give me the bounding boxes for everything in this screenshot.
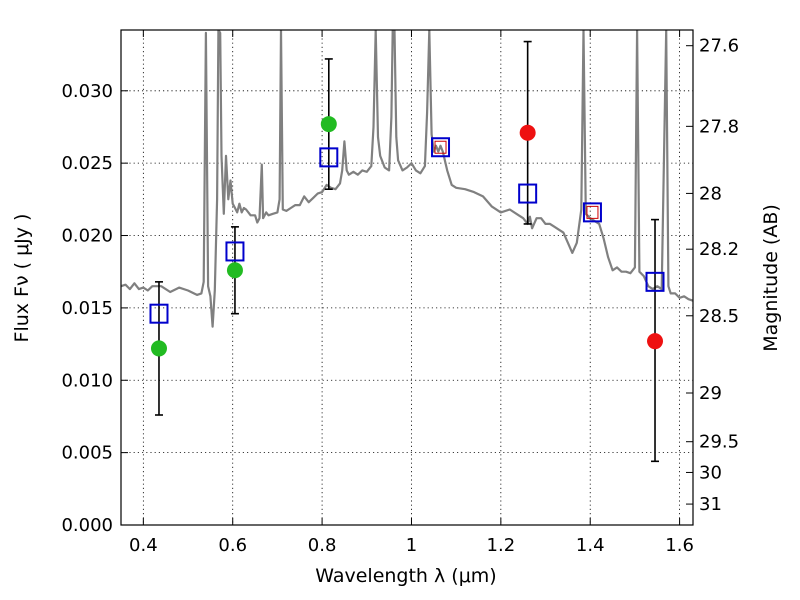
x-tick-label: 0.6 xyxy=(218,535,247,556)
y-tick-label: 0.000 xyxy=(61,515,113,536)
y2-tick-label: 27.6 xyxy=(699,36,739,57)
y-axis-label: Flux Fν ( μJy ) xyxy=(11,214,33,343)
y-tick-label: 0.020 xyxy=(61,226,113,247)
x-tick-label: 1.4 xyxy=(576,535,605,556)
x-axis-label-text: Wavelength λ (μm) xyxy=(315,565,496,587)
x-axis-label: Wavelength λ (μm) xyxy=(315,565,496,587)
y-axis-label-text: Flux Fν ( μJy ) xyxy=(11,214,33,343)
y2-axis-label: Magnitude (AB) xyxy=(760,204,782,352)
observed-flux-point-green xyxy=(320,116,337,133)
y2-axis-label-text: Magnitude (AB) xyxy=(760,204,782,352)
model-spectrum-line xyxy=(121,30,693,328)
y2-tick-label: 29 xyxy=(699,383,722,404)
x-tick-label: 0.4 xyxy=(129,535,158,556)
x-tick-label: 0.8 xyxy=(308,535,337,556)
model-flux-box xyxy=(149,303,169,324)
y2-tick-label: 28 xyxy=(699,183,722,204)
model-flux-box xyxy=(518,183,538,204)
y2-tick-label: 29.5 xyxy=(699,432,739,453)
observed-flux-point-green xyxy=(150,340,167,357)
x-tick-label: 1.2 xyxy=(487,535,516,556)
plot-frame xyxy=(120,29,694,526)
y2-tick-label: 28.5 xyxy=(699,306,739,327)
plot-area xyxy=(121,30,693,463)
x-tick-label: 1.6 xyxy=(665,535,694,556)
y-tick-label: 0.010 xyxy=(61,370,113,391)
x-tick-label: 1 xyxy=(406,535,417,556)
observed-flux-point-red xyxy=(647,333,664,350)
y2-tick-label: 27.8 xyxy=(699,116,739,137)
model-flux-box-inner xyxy=(586,205,599,219)
axis-ticks: 0.4 0.6 0.8 1 1.2 1.4 1.6 0.000 0.005 0.010 0.015 0… xyxy=(61,30,739,556)
model-flux-box xyxy=(645,271,665,292)
y2-tick-label: 31 xyxy=(699,494,722,515)
model-flux-box xyxy=(582,202,602,223)
model-flux-box xyxy=(431,137,451,158)
model-flux-box xyxy=(225,241,245,262)
observed-flux-point-green xyxy=(226,262,243,279)
y2-tick-label: 30 xyxy=(699,462,722,483)
y-tick-label: 0.015 xyxy=(61,298,113,319)
observed-flux-point-red xyxy=(519,124,536,141)
y2-tick-label: 28.2 xyxy=(699,239,739,260)
y-tick-label: 0.005 xyxy=(61,443,113,464)
model-flux-box xyxy=(319,147,339,168)
model-flux-box-inner xyxy=(434,140,447,154)
y-tick-label: 0.030 xyxy=(61,81,113,102)
y-tick-label: 0.025 xyxy=(61,153,113,174)
